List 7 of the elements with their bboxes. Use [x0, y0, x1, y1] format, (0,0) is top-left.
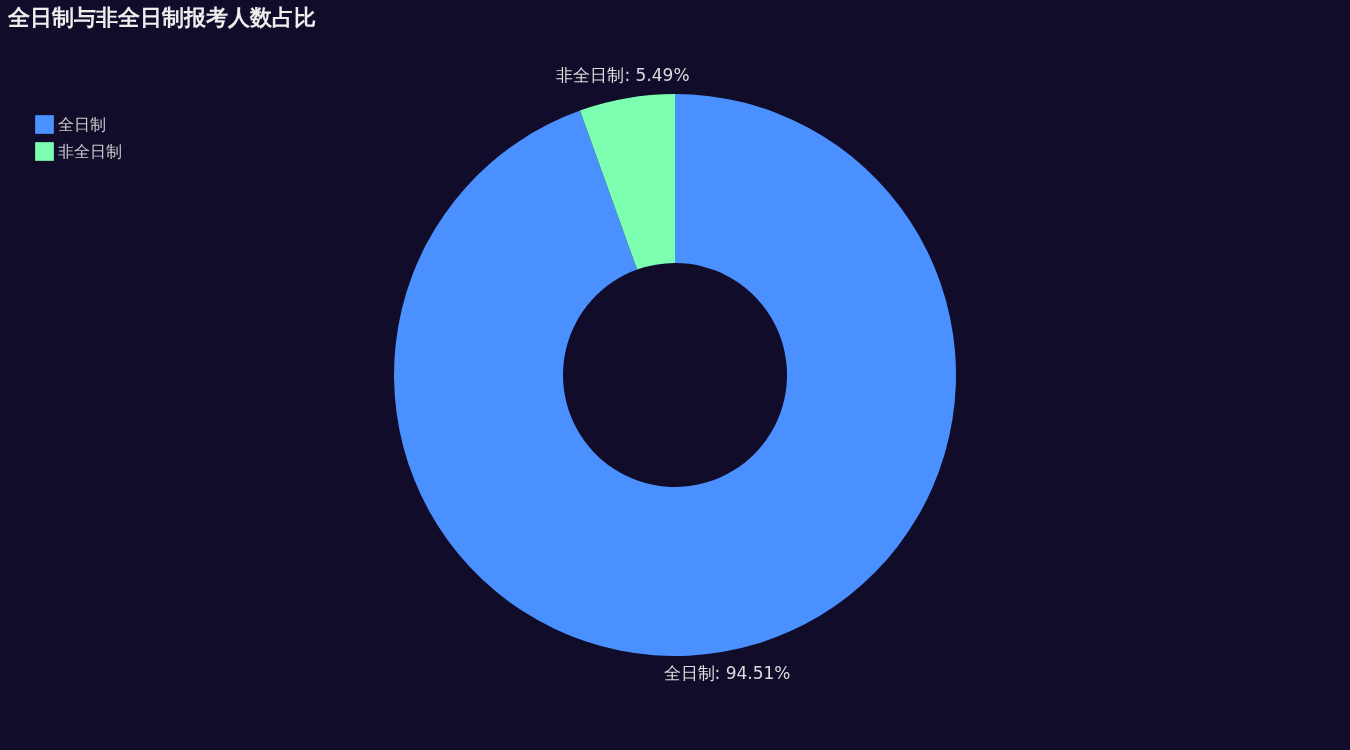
- data-label: 全日制: 94.51%: [663, 662, 791, 683]
- chart-title: 全日制与非全日制报考人数占比: [7, 5, 316, 30]
- data-label: 非全日制: 5.49%: [556, 65, 690, 86]
- legend-label: 非全日制: [58, 141, 122, 161]
- donut-slice: [579, 94, 675, 270]
- donut-slice: [394, 94, 956, 656]
- legend-label: 全日制: [58, 114, 106, 134]
